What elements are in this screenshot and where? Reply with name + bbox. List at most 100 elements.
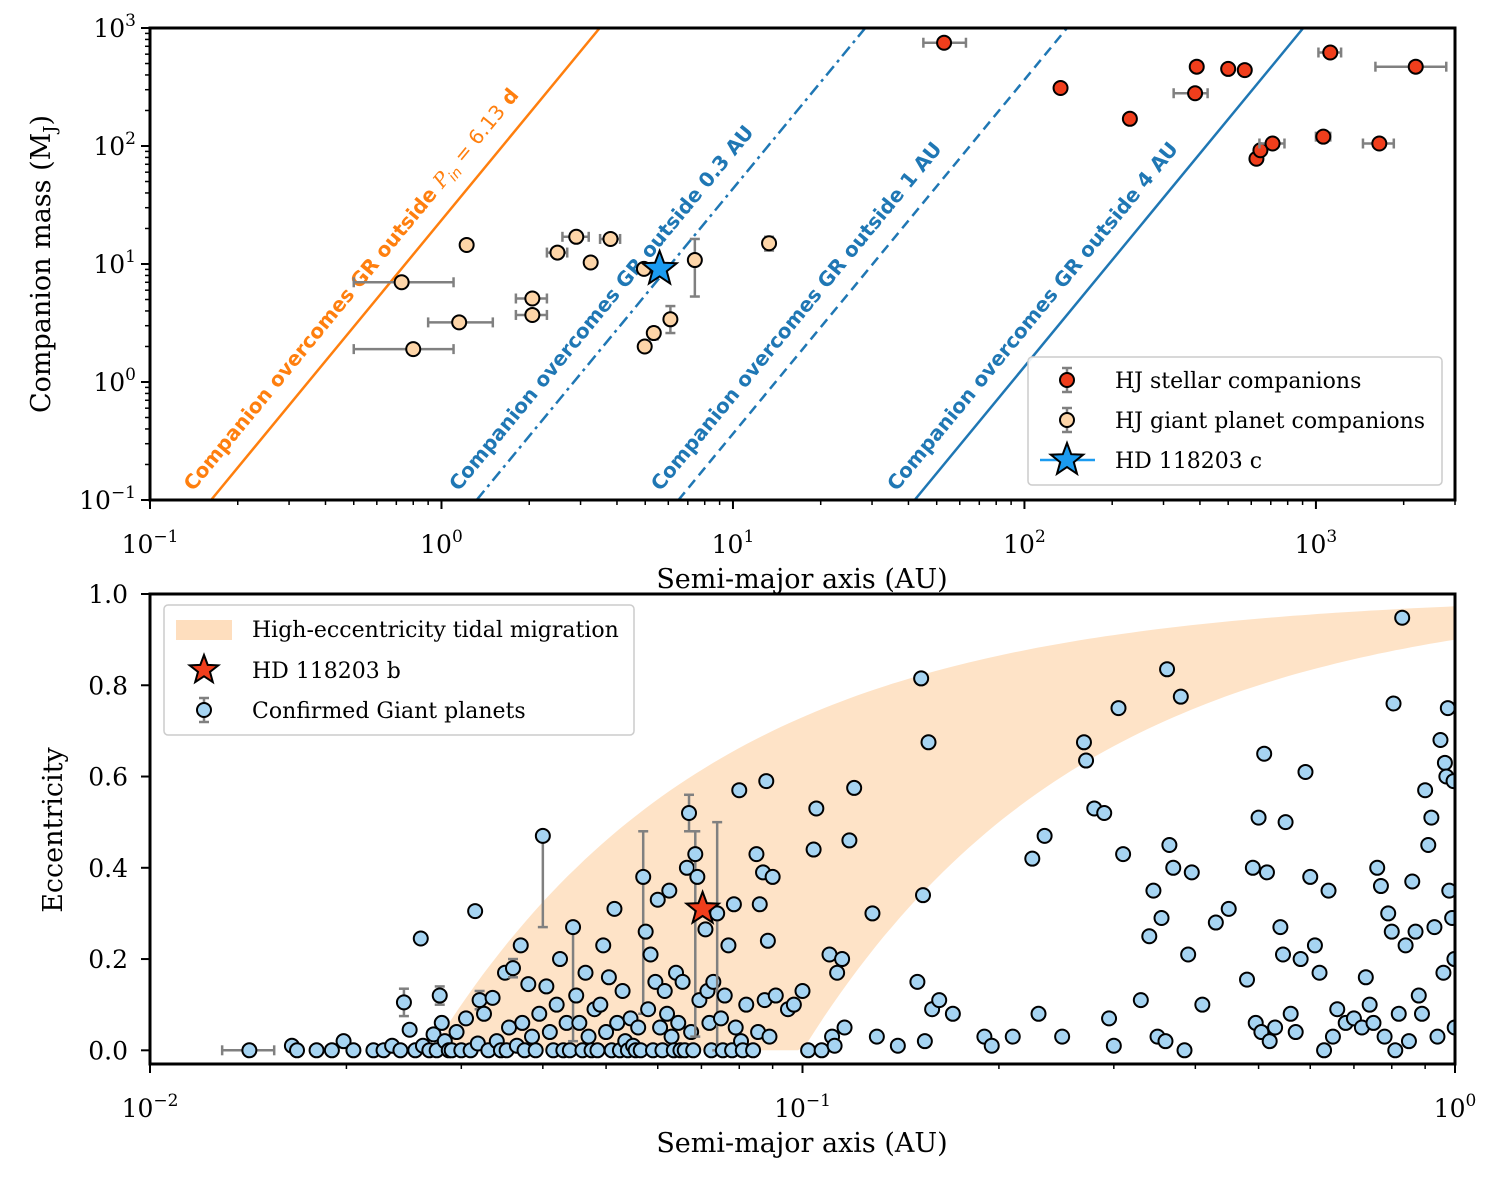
marker xyxy=(889,1037,906,1054)
giant-planet-point xyxy=(1180,946,1197,963)
marker xyxy=(1194,996,1211,1013)
marker xyxy=(836,1019,853,1036)
marker xyxy=(813,1042,830,1059)
marker xyxy=(944,1005,961,1022)
marker xyxy=(1306,937,1323,954)
marker xyxy=(323,1042,340,1059)
hj-giant-point xyxy=(636,338,653,355)
legend-confirmed-giants-marker xyxy=(196,702,212,718)
legend-confirmed-giants-label: Confirmed Giant planets xyxy=(252,699,526,724)
giant-planet-point xyxy=(1274,946,1291,963)
giant-planet-point xyxy=(834,951,851,968)
top-x-axis: 10−1 100 101 102 103 xyxy=(122,500,1456,559)
giant-planet-point xyxy=(431,985,448,1006)
hj-giant-point xyxy=(545,244,569,261)
giant-planet-point xyxy=(1324,1028,1341,1045)
marker xyxy=(524,290,541,307)
marker xyxy=(1121,110,1138,127)
marker xyxy=(640,1001,657,1018)
marker xyxy=(1320,882,1337,899)
bottom-legend-box xyxy=(163,604,635,736)
legend-hj-giant-marker xyxy=(1059,412,1075,428)
marker xyxy=(1054,1028,1071,1045)
giant-planet-point xyxy=(725,896,742,913)
giant-planet-point xyxy=(1220,900,1237,917)
giant-planet-point xyxy=(1036,827,1053,844)
marker xyxy=(1316,1042,1333,1059)
marker xyxy=(1165,859,1182,876)
giant-planet-point xyxy=(759,932,776,949)
marker xyxy=(1417,782,1434,799)
marker xyxy=(412,930,429,947)
giant-planet-point xyxy=(1115,846,1132,863)
giant-planet-point xyxy=(1244,859,1261,876)
marker xyxy=(1322,44,1339,61)
bottom-data-points xyxy=(220,609,1455,1059)
marker xyxy=(1365,1014,1382,1031)
giant-planet-point xyxy=(1105,1037,1122,1054)
marker xyxy=(662,311,679,328)
giant-planet-point xyxy=(808,800,825,817)
marker xyxy=(538,978,555,995)
hj-stellar-point xyxy=(1314,128,1332,145)
giant-planet-point xyxy=(1413,1005,1430,1022)
giant-planet-point xyxy=(1387,1042,1404,1059)
marker xyxy=(393,274,410,291)
giant-planet-point xyxy=(748,846,765,863)
marker xyxy=(841,832,858,849)
giant-planet-point xyxy=(829,964,846,981)
top-data-points xyxy=(352,34,1448,358)
giant-planet-point xyxy=(1376,1028,1393,1045)
marker xyxy=(1244,859,1261,876)
marker xyxy=(568,987,585,1004)
giant-planet-point xyxy=(220,1042,276,1059)
giant-planet-point xyxy=(476,1005,493,1022)
giant-planet-point xyxy=(580,1028,597,1045)
marker xyxy=(401,1021,418,1038)
marker xyxy=(829,964,846,981)
giant-planet-point xyxy=(681,793,698,833)
marker xyxy=(571,1014,588,1031)
marker xyxy=(1115,846,1132,863)
legend-hd118203b-label: HD 118203 b xyxy=(252,659,401,684)
giant-planet-point xyxy=(1159,661,1176,678)
top-x-tick-label: 102 xyxy=(1003,527,1046,559)
giant-planet-point xyxy=(1250,809,1267,826)
marker xyxy=(834,951,851,968)
marker xyxy=(1277,814,1294,831)
marker xyxy=(764,868,781,885)
giant-planet-point xyxy=(674,973,691,990)
bottom-y-tick-label: 0.6 xyxy=(88,763,128,792)
marker xyxy=(467,903,484,920)
marker xyxy=(1371,135,1388,152)
giant-planet-point xyxy=(1101,1010,1118,1027)
marker xyxy=(864,905,881,922)
marker xyxy=(1302,868,1319,885)
marker xyxy=(308,1042,325,1059)
legend-confirmed-giants: Confirmed Giant planets xyxy=(196,696,526,724)
marker xyxy=(1236,62,1253,79)
hj-giant-point xyxy=(426,314,495,331)
giant-planet-point xyxy=(836,1019,853,1036)
marker xyxy=(598,1024,615,1041)
giant-planet-point xyxy=(1096,805,1113,822)
giant-planet-point xyxy=(1239,971,1256,988)
giant-planet-point xyxy=(1110,700,1127,717)
giant-planet-point xyxy=(846,779,863,796)
marker xyxy=(1361,996,1378,1013)
marker xyxy=(686,252,703,269)
marker xyxy=(1435,964,1452,981)
marker xyxy=(524,306,541,323)
giant-planet-point xyxy=(868,1028,885,1045)
giant-planet-point xyxy=(448,1024,465,1041)
tidal-migration-band xyxy=(431,606,1455,1051)
hj-stellar-point xyxy=(1121,110,1138,127)
marker xyxy=(1187,85,1204,102)
top-legend-box xyxy=(1027,356,1443,486)
marker xyxy=(745,1042,762,1059)
giant-planet-point xyxy=(678,859,695,876)
giant-planet-point xyxy=(1004,1028,1021,1045)
marker xyxy=(1444,909,1455,926)
top-legend: HJ stellar companions HJ giant planet co… xyxy=(1027,356,1443,486)
giant-planet-point xyxy=(637,923,654,940)
